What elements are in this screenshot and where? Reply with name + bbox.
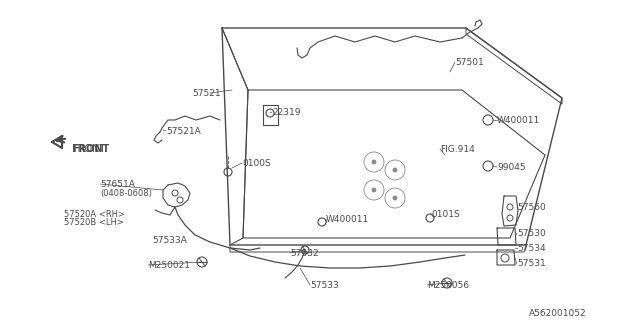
Text: FIG.914: FIG.914 (440, 145, 475, 154)
Text: 57501: 57501 (455, 58, 484, 67)
Text: 57520B <LH>: 57520B <LH> (64, 218, 124, 227)
Circle shape (372, 160, 376, 164)
Text: FRONT: FRONT (72, 144, 109, 154)
Text: 57533: 57533 (310, 281, 339, 290)
Circle shape (372, 188, 376, 192)
Circle shape (393, 196, 397, 200)
Circle shape (393, 168, 397, 172)
Text: 22319: 22319 (272, 108, 301, 116)
Text: FRONT: FRONT (72, 144, 106, 154)
Text: M250021: M250021 (148, 260, 190, 269)
Text: 57532: 57532 (290, 249, 319, 258)
Text: 99045: 99045 (497, 163, 525, 172)
Text: 57521A: 57521A (166, 126, 201, 135)
Text: 57530: 57530 (517, 228, 546, 237)
Text: W400011: W400011 (326, 214, 369, 223)
Text: (0408-0608): (0408-0608) (100, 188, 152, 197)
Text: 57534: 57534 (517, 244, 546, 252)
Text: 57521: 57521 (192, 89, 221, 98)
Text: 0101S: 0101S (431, 210, 460, 219)
Text: 57533A: 57533A (152, 236, 187, 244)
Text: 57520A <RH>: 57520A <RH> (64, 210, 125, 219)
Text: 57651A: 57651A (100, 180, 135, 188)
Text: W400011: W400011 (497, 116, 540, 124)
Text: 57531: 57531 (517, 260, 546, 268)
Text: M250056: M250056 (427, 281, 469, 290)
Text: 57560: 57560 (517, 203, 546, 212)
Text: A562001052: A562001052 (529, 308, 587, 317)
Text: 0100S: 0100S (242, 158, 271, 167)
